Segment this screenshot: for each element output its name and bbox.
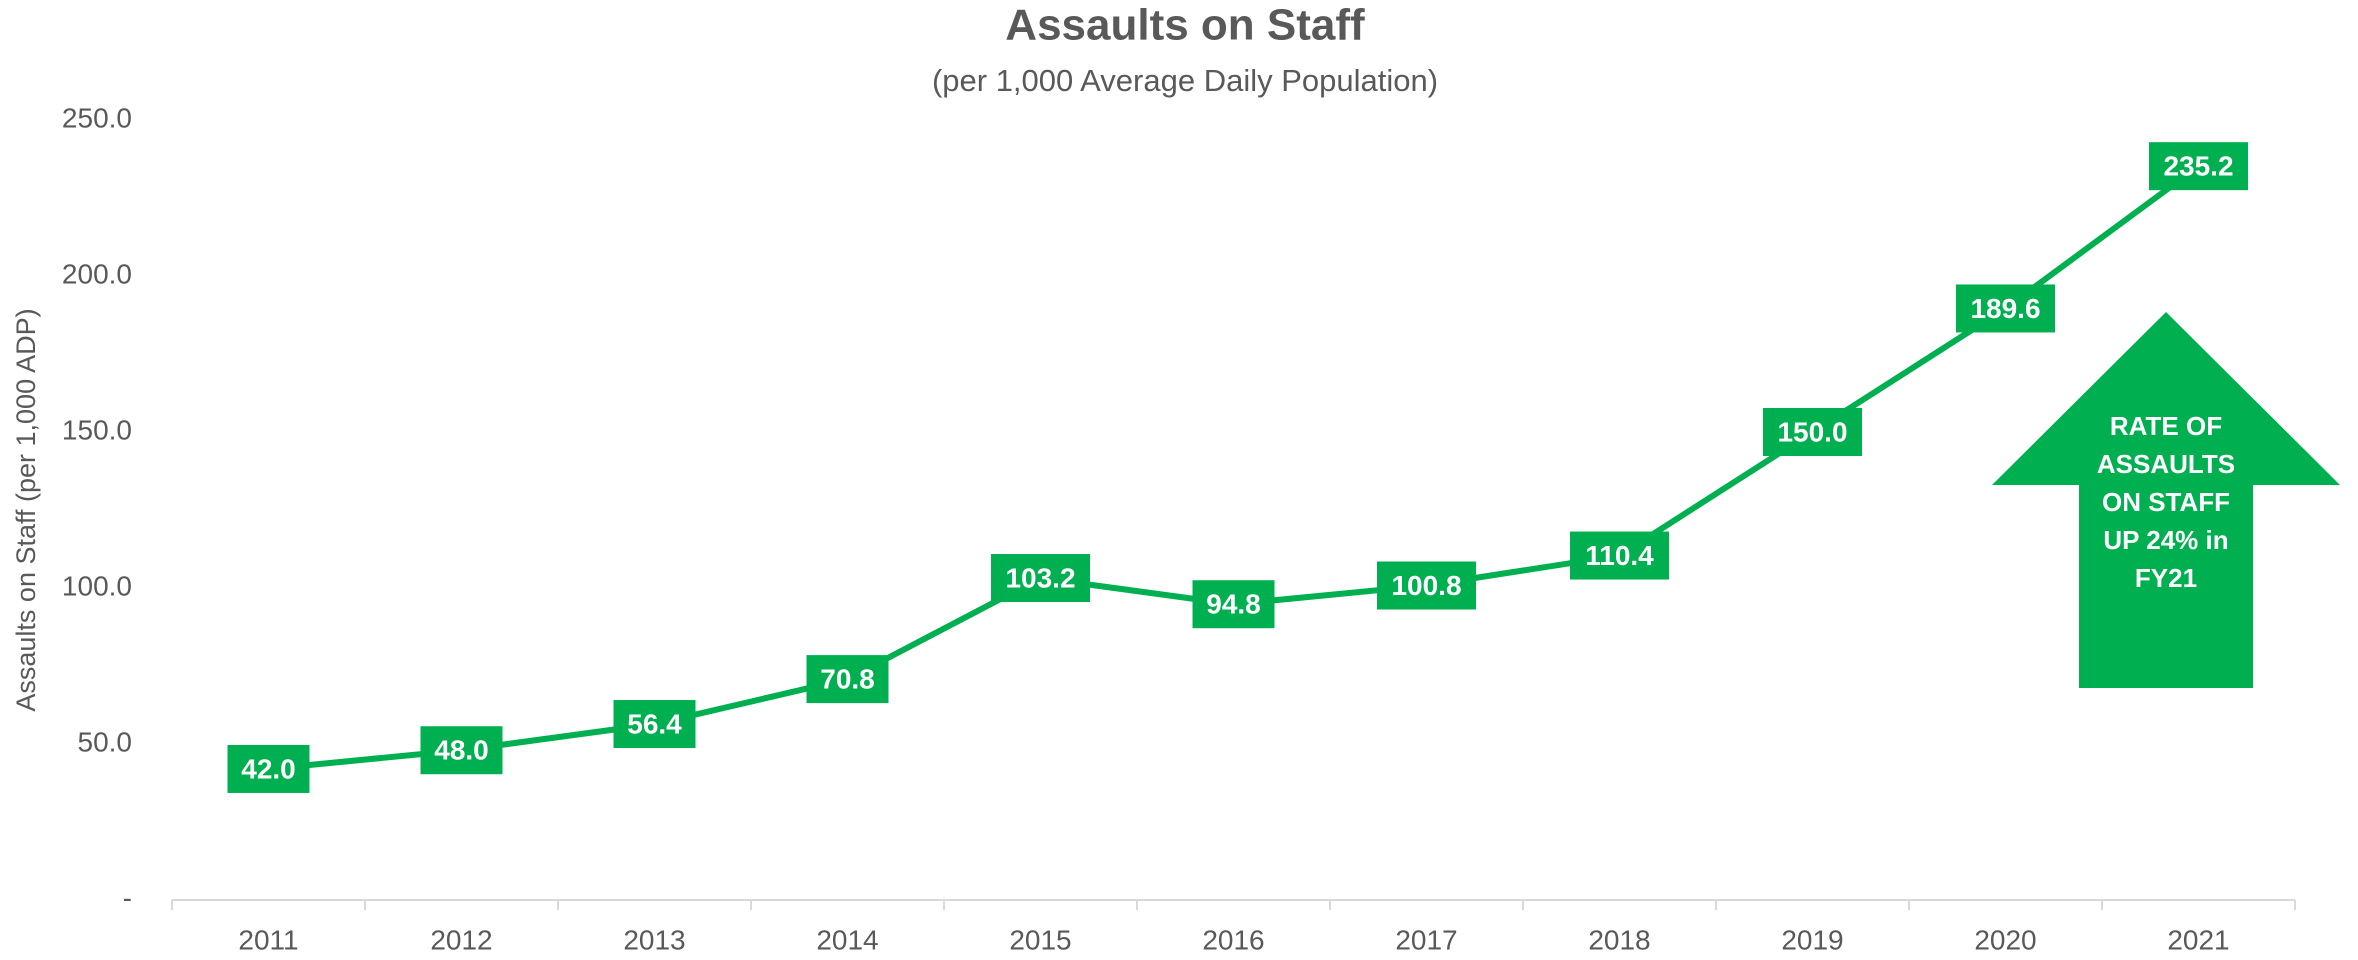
y-tick-label: 50.0 <box>78 726 133 757</box>
line <box>268 163 2201 772</box>
x-tick-label: 2021 <box>2167 924 2229 955</box>
data-label-box <box>227 744 310 793</box>
annotation: FY21 <box>2135 563 2197 593</box>
annotation: ASSAULTS <box>2097 449 2235 479</box>
y-tick-label: 150.0 <box>62 414 132 445</box>
data-label-box <box>991 554 1090 603</box>
chart-subtitle: (per 1,000 Average Daily Population) <box>932 63 1438 98</box>
x-tick-label: 2019 <box>1781 924 1843 955</box>
data-label: 103.2 <box>1005 562 1075 593</box>
annotation: ON STAFF <box>2102 487 2230 517</box>
data-label: 48.0 <box>434 735 489 766</box>
x-tick-label: 2015 <box>1009 924 1071 955</box>
data-label-box <box>2149 142 2248 191</box>
x-tick-label: 2017 <box>1395 924 1457 955</box>
y-axis-label: Assaults on Staff (per 1,000 ADP) <box>11 308 41 711</box>
arrow <box>1992 312 2340 688</box>
annotation: RATE OF <box>2110 411 2222 441</box>
data-label-box <box>1763 408 1862 456</box>
y-tick-label: 250.0 <box>62 102 132 133</box>
x-tick-label: 2013 <box>623 924 685 955</box>
data-label: 100.8 <box>1391 570 1461 601</box>
y-tick-label: 100.0 <box>62 570 132 601</box>
data-label: 150.0 <box>1777 416 1847 447</box>
x-tick-label: 2011 <box>238 924 298 955</box>
data-label: 235.2 <box>2163 151 2233 182</box>
annotation: UP 24% in <box>2103 525 2228 555</box>
data-label-box <box>1377 561 1476 610</box>
data-label: 189.6 <box>1970 293 2040 324</box>
data-label: 56.4 <box>627 708 682 739</box>
data-label-box <box>1570 531 1669 580</box>
x-tick-label: 2014 <box>816 924 878 955</box>
y-tick-label: - <box>123 882 132 913</box>
data-label-box <box>1956 284 2055 333</box>
x-tick-label: 2012 <box>430 924 492 955</box>
data-label: 70.8 <box>820 663 875 694</box>
data-label-box <box>613 700 696 749</box>
chart-title: Assaults on Staff <box>1005 1 1365 50</box>
data-label: 42.0 <box>241 753 296 784</box>
y-tick-label: 200.0 <box>62 258 132 289</box>
x-tick-label: 2016 <box>1202 924 1264 955</box>
data-label: 110.4 <box>1585 540 1654 571</box>
data-label-box <box>806 655 889 704</box>
x-tick-label: 2020 <box>1974 924 2036 955</box>
data-label-box <box>1192 580 1275 629</box>
data-label: 94.8 <box>1206 589 1261 620</box>
x-tick-label: 2018 <box>1588 924 1650 955</box>
data-label-box <box>420 726 503 775</box>
